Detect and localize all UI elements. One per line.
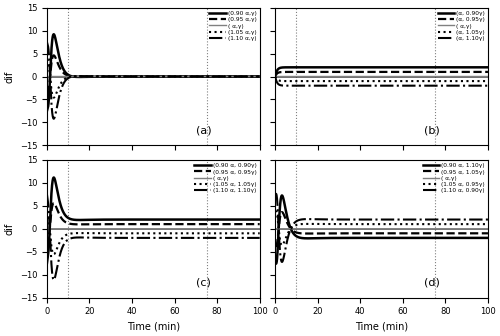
Legend: (0.90 α,γ), (0.95 α,γ), ( α,γ), (1.05 α,γ), (1.10 α,γ): (0.90 α,γ), (0.95 α,γ), ( α,γ), (1.05 α,… [208, 9, 258, 42]
Text: (b): (b) [424, 126, 440, 136]
Legend: (0.90 α, 0.90γ), (0.95 α, 0.95γ), ( α,γ), (1.05 α, 1.05γ), (1.10 α, 1.10γ): (0.90 α, 0.90γ), (0.95 α, 0.95γ), ( α,γ)… [193, 162, 258, 195]
Legend: (0.90 α, 1.10γ), (0.95 α, 1.05γ), ( α,γ), (1.05 α, 0.95γ), (1.10 α, 0.90γ): (0.90 α, 1.10γ), (0.95 α, 1.05γ), ( α,γ)… [422, 162, 486, 195]
Legend: (α, 0.90γ), (α, 0.95γ), ( α,γ), (α, 1.05γ), (α, 1.10γ): (α, 0.90γ), (α, 0.95γ), ( α,γ), (α, 1.05… [436, 9, 486, 42]
X-axis label: Time (min): Time (min) [355, 322, 408, 332]
Y-axis label: dif: dif [4, 70, 14, 83]
Text: (c): (c) [196, 278, 210, 288]
X-axis label: Time (min): Time (min) [127, 322, 180, 332]
Text: (a): (a) [196, 126, 212, 136]
Y-axis label: dif: dif [4, 222, 14, 235]
Text: (d): (d) [424, 278, 440, 288]
